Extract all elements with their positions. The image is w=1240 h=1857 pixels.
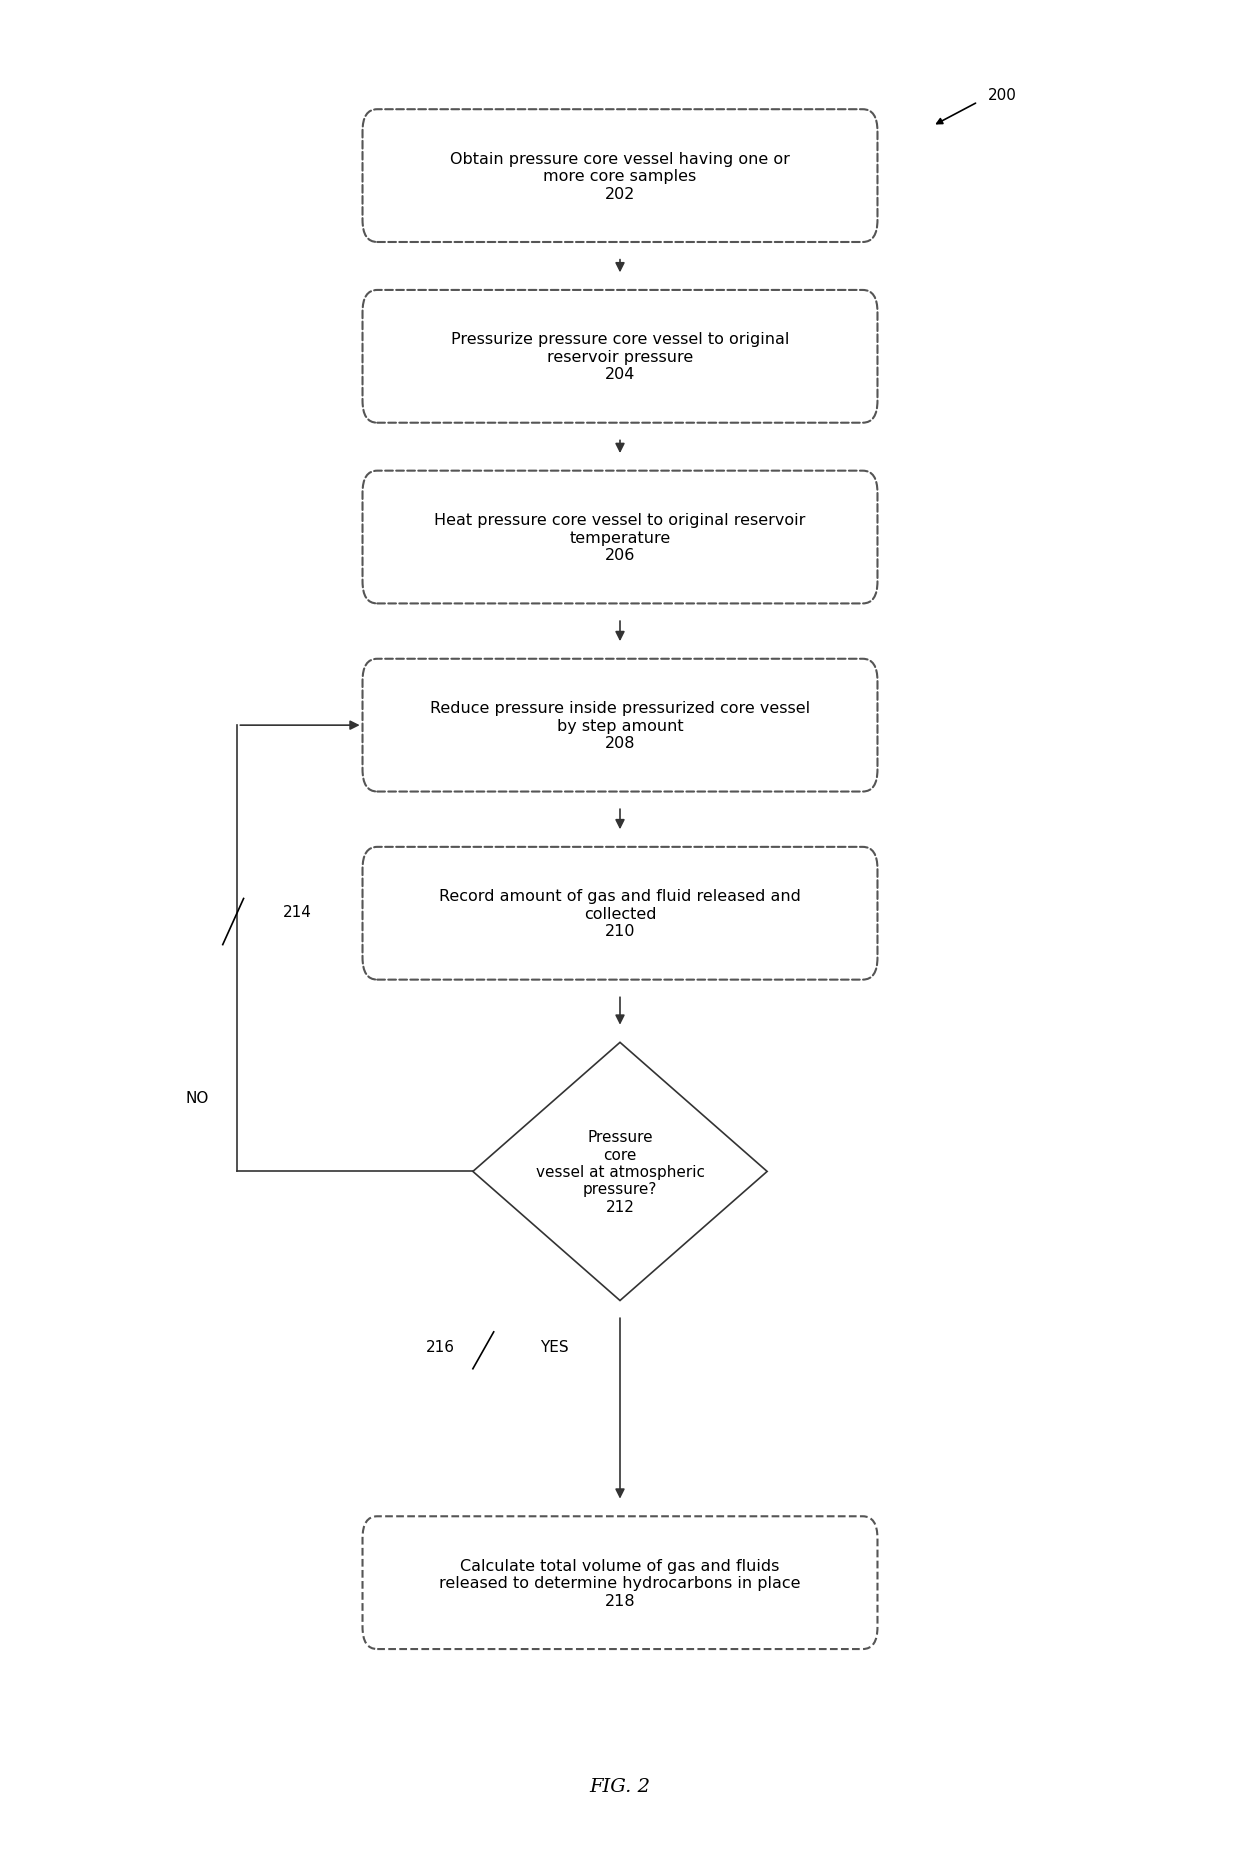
- Text: Pressure
core
vessel at atmospheric
pressure?
212: Pressure core vessel at atmospheric pres…: [536, 1129, 704, 1214]
- Text: 216: 216: [425, 1339, 455, 1354]
- Text: FIG. 2: FIG. 2: [589, 1777, 651, 1794]
- Text: Reduce pressure inside pressurized core vessel
by step amount
208: Reduce pressure inside pressurized core …: [430, 700, 810, 750]
- FancyBboxPatch shape: [362, 1517, 878, 1649]
- FancyBboxPatch shape: [362, 292, 878, 423]
- Text: Heat pressure core vessel to original reservoir
temperature
206: Heat pressure core vessel to original re…: [434, 513, 806, 563]
- FancyBboxPatch shape: [362, 659, 878, 793]
- Text: Obtain pressure core vessel having one or
more core samples
202: Obtain pressure core vessel having one o…: [450, 152, 790, 201]
- Text: Calculate total volume of gas and fluids
released to determine hydrocarbons in p: Calculate total volume of gas and fluids…: [439, 1558, 801, 1608]
- Text: 200: 200: [988, 87, 1017, 102]
- Text: 214: 214: [283, 904, 311, 919]
- FancyBboxPatch shape: [362, 847, 878, 980]
- Text: Record amount of gas and fluid released and
collected
210: Record amount of gas and fluid released …: [439, 890, 801, 938]
- FancyBboxPatch shape: [362, 110, 878, 243]
- Polygon shape: [472, 1044, 768, 1300]
- FancyBboxPatch shape: [362, 472, 878, 604]
- Text: YES: YES: [541, 1339, 569, 1354]
- Text: NO: NO: [185, 1090, 208, 1105]
- Text: Pressurize pressure core vessel to original
reservoir pressure
204: Pressurize pressure core vessel to origi…: [451, 332, 789, 383]
